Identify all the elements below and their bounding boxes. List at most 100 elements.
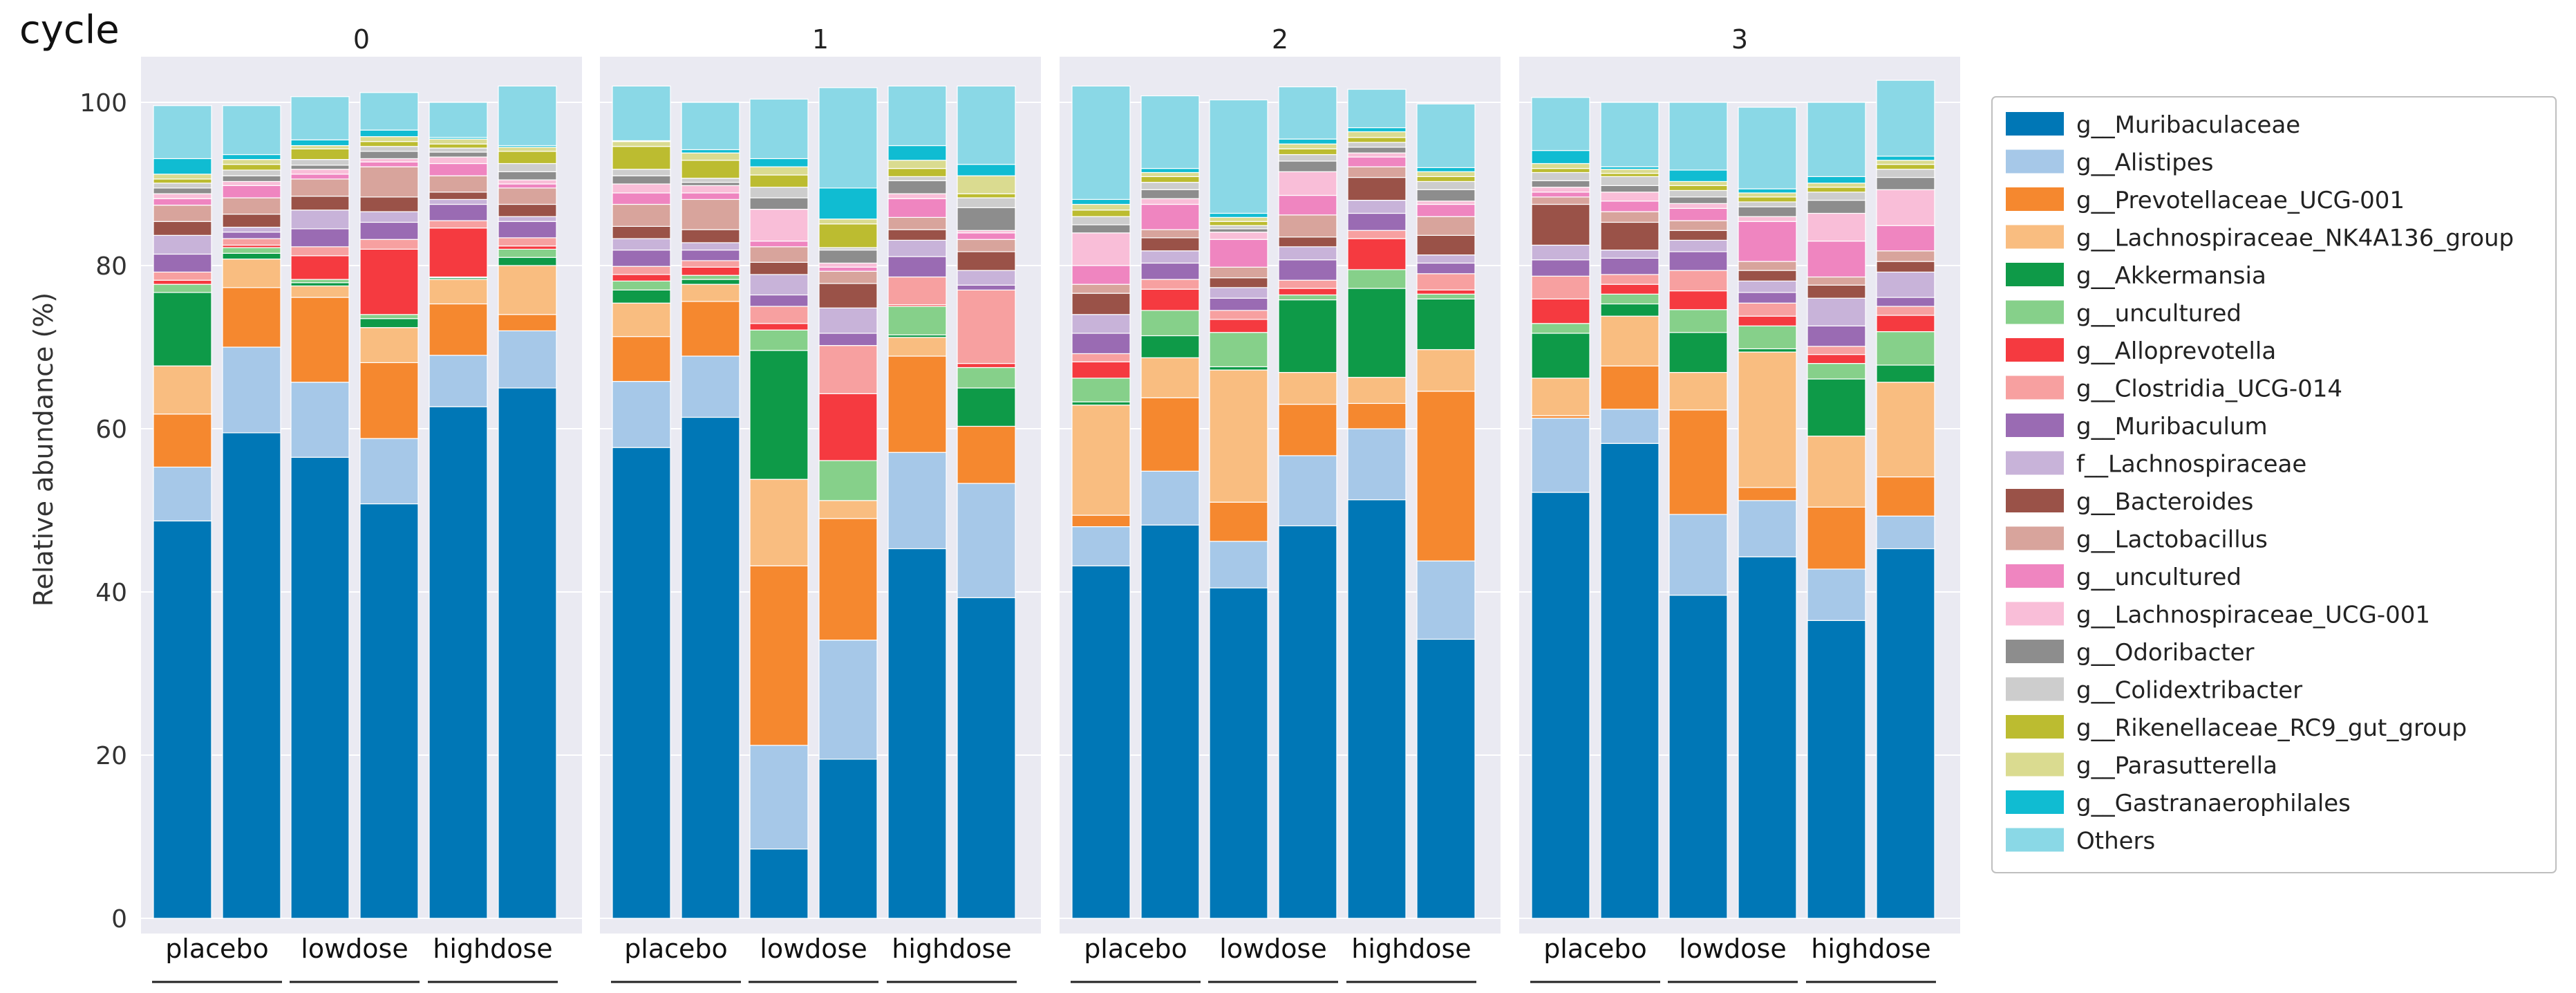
- legend-item: g__Prevotellaceae_UCG-001: [2006, 187, 2405, 214]
- bar-segment: [1416, 298, 1476, 351]
- bar-segment: [290, 297, 350, 383]
- bar-segment: [1278, 525, 1337, 919]
- bar-segment: [1738, 348, 1797, 353]
- bar-segment: [1876, 225, 1935, 252]
- bar-segment: [1807, 187, 1866, 193]
- bar-segment: [429, 220, 488, 229]
- bar-segment: [429, 355, 488, 407]
- bar-segment: [359, 318, 419, 328]
- bar-stack: [612, 85, 671, 919]
- bar-segment: [1071, 378, 1131, 402]
- bar-segment: [681, 178, 740, 183]
- bar-stack: [498, 85, 557, 919]
- bar-segment: [1209, 541, 1268, 588]
- bar-segment: [359, 129, 419, 138]
- y-tick-label: 40: [95, 579, 127, 607]
- bar-segment: [1416, 391, 1476, 562]
- bar-segment: [1600, 284, 1660, 295]
- bar-segment: [1668, 309, 1728, 333]
- bar-segment: [1416, 262, 1476, 275]
- bar-segment: [1140, 229, 1200, 239]
- bar-segment: [290, 174, 350, 180]
- bar-segment: [887, 548, 947, 919]
- bar-segment: [222, 214, 281, 228]
- legend-item: f__Lachnospiraceae: [2006, 451, 2306, 479]
- bar-segment: [1807, 241, 1866, 278]
- bar-segment: [1600, 257, 1660, 275]
- bar-segment: [887, 452, 947, 550]
- bar-segment: [1807, 183, 1866, 188]
- bar-segment: [222, 252, 281, 260]
- bar-segment: [1416, 349, 1476, 392]
- bar-segment: [1876, 164, 1935, 170]
- bar-segment: [818, 223, 878, 248]
- bar-segment: [612, 238, 671, 251]
- bar-segment: [153, 520, 212, 919]
- bar-segment: [1347, 428, 1407, 501]
- bar-segment: [957, 164, 1016, 176]
- bar-segment: [681, 355, 740, 418]
- bar-segment: [498, 147, 557, 152]
- bar-segment: [498, 179, 557, 185]
- bar-segment: [222, 232, 281, 239]
- bar-segment: [1347, 176, 1407, 201]
- bar-segment: [1876, 331, 1935, 366]
- chart-panels: 0 placebo lowdose highdose 1 placebo lowdose hi…: [79, 24, 1960, 983]
- bar-segment: [290, 382, 350, 458]
- bar-segment: [1531, 378, 1590, 416]
- bar-segment: [818, 345, 878, 394]
- bar-segment: [1140, 524, 1200, 919]
- bar-segment: [1347, 269, 1407, 289]
- bar-segment: [1738, 302, 1797, 317]
- bar-segment: [1209, 212, 1268, 218]
- bar-segment: [1209, 332, 1268, 367]
- bar-segment: [1209, 287, 1268, 299]
- legend-swatch: [2006, 263, 2064, 286]
- bar-segment: [957, 483, 1016, 598]
- bar-segment: [1876, 364, 1935, 383]
- bar-segment: [1668, 169, 1728, 183]
- bar-stack: [359, 92, 419, 919]
- bar-segment: [290, 246, 350, 257]
- bar-stack: [222, 105, 281, 919]
- bar-segment: [1531, 150, 1590, 165]
- bar-segment: [429, 163, 488, 176]
- bar-segment: [1209, 297, 1268, 311]
- bar-segment: [153, 183, 212, 189]
- bar-segment: [359, 327, 419, 364]
- bar-segment: [1600, 303, 1660, 317]
- bar-segment: [222, 169, 281, 176]
- bar-segment: [681, 198, 740, 230]
- bar-segment: [153, 105, 212, 160]
- legend-label: g__Akkermansia: [2076, 262, 2266, 290]
- bar-segment: [153, 466, 212, 521]
- bar-segment: [290, 210, 350, 230]
- bar-segment: [1416, 103, 1476, 169]
- legend-item: g__Odoribacter: [2006, 639, 2255, 667]
- legend-swatch: [2006, 752, 2064, 777]
- bar-segment: [1278, 194, 1337, 216]
- bar-segment: [681, 416, 740, 919]
- bar-segment: [1209, 319, 1268, 333]
- bar-segment: [749, 241, 809, 248]
- bar-segment: [1807, 436, 1866, 508]
- bar-segment: [1807, 102, 1866, 177]
- bar-segment: [290, 148, 350, 160]
- bar-segment: [429, 138, 488, 145]
- bar-segment: [1140, 167, 1200, 174]
- bar-segment: [498, 183, 557, 189]
- bar-segment: [818, 270, 878, 284]
- bar-segment: [1600, 192, 1660, 202]
- bar-segment: [1071, 565, 1131, 919]
- bar-segment: [1600, 409, 1660, 444]
- bar-segment: [1416, 171, 1476, 177]
- bar-segment: [612, 85, 671, 142]
- bar-segment: [749, 329, 809, 351]
- bar-segment: [1668, 102, 1728, 171]
- bar-segment: [957, 193, 1016, 198]
- bar-segment: [1531, 333, 1590, 379]
- legend-item: Others: [2006, 828, 2155, 855]
- bar-segment: [957, 270, 1016, 286]
- bar-segment: [1278, 455, 1337, 527]
- legend-label: g__Clostridia_UCG-014: [2076, 375, 2342, 403]
